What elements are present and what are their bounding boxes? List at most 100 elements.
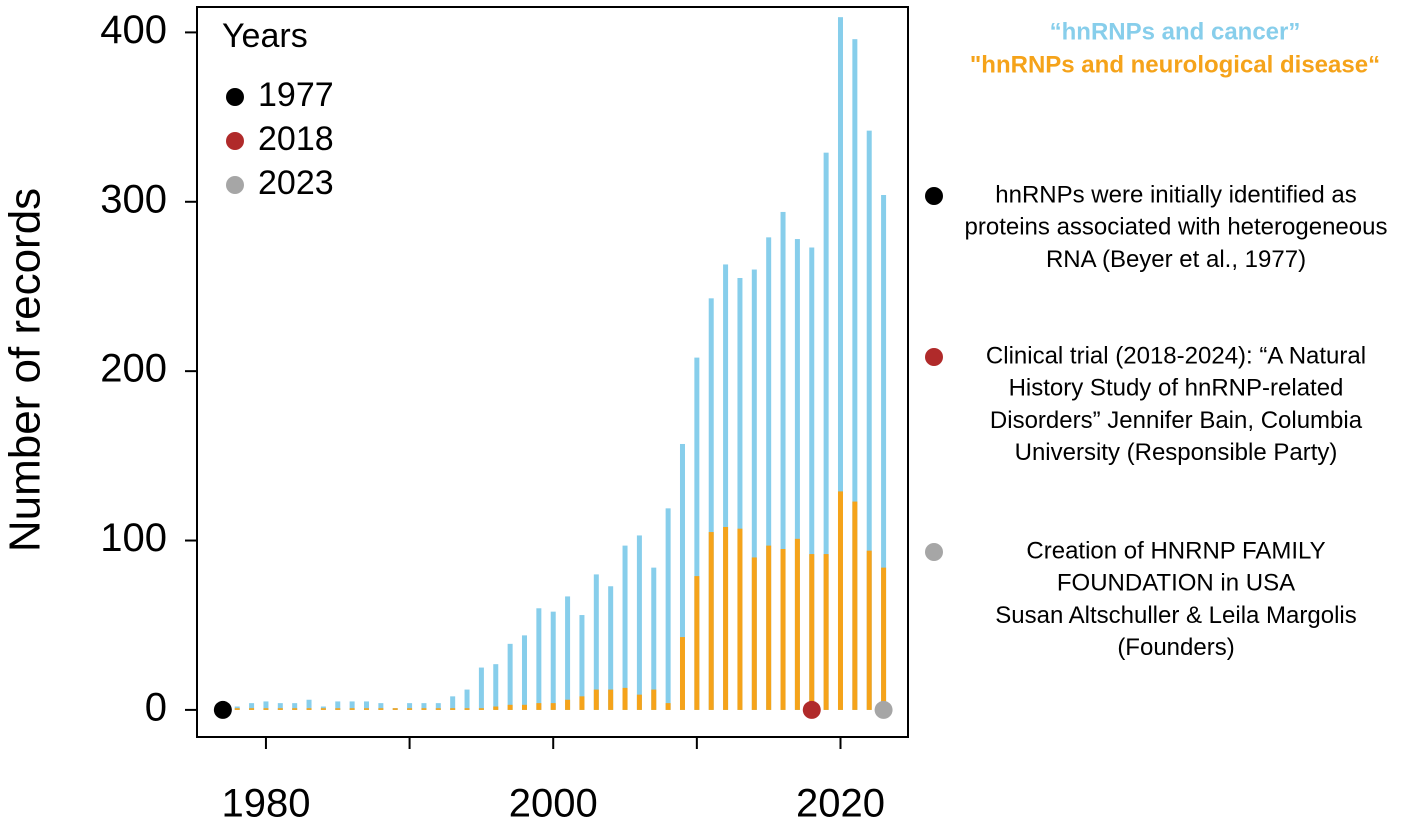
bar (378, 708, 384, 710)
bar (881, 567, 887, 710)
bar (694, 357, 700, 710)
y-tick-label: 300 (100, 177, 167, 221)
bar (507, 643, 513, 710)
bar (378, 703, 384, 710)
bar (421, 703, 427, 710)
bar (608, 689, 614, 710)
y-tick-label: 0 (145, 685, 167, 729)
bar (363, 701, 369, 710)
bar (493, 664, 499, 710)
annotation-text: Disorders” Jennifer Bain, Columbia (990, 407, 1363, 434)
legend-marker (226, 132, 244, 150)
bar (708, 532, 714, 710)
bar (837, 17, 843, 710)
bar (665, 703, 671, 710)
bar (608, 586, 614, 710)
bar (866, 130, 872, 710)
bar (852, 501, 858, 710)
bar (292, 708, 298, 710)
bar (780, 211, 786, 710)
y-tick-label: 400 (100, 8, 167, 52)
bar (306, 699, 312, 710)
bar (392, 708, 398, 710)
bar (277, 708, 283, 710)
annotation-marker (925, 543, 943, 561)
bar (622, 687, 628, 710)
bar (751, 557, 757, 710)
annotation-marker (925, 348, 943, 366)
y-axis-label: Number of records (1, 188, 50, 552)
bar (320, 708, 326, 710)
bar (579, 696, 585, 710)
bar (636, 694, 642, 710)
bar (249, 708, 255, 710)
bar (766, 237, 772, 710)
annotation-text: Susan Altschuller & Leila Margolis (995, 602, 1357, 629)
bar (579, 615, 585, 710)
legend-label: 2018 (258, 120, 334, 158)
bar (263, 708, 269, 710)
x-tick-label: 2020 (796, 782, 885, 826)
bar (349, 708, 355, 710)
bar (823, 152, 829, 710)
bar (277, 703, 283, 710)
bar (565, 699, 571, 710)
event-marker (874, 700, 893, 719)
annotation-text: hnRNPs were initially identified as (995, 181, 1357, 208)
bar (809, 554, 815, 710)
event-marker (802, 700, 821, 719)
bar (809, 247, 815, 710)
annotation-text: RNA (Beyer et al., 1977) (1046, 246, 1306, 273)
bar (651, 567, 657, 710)
annotation-text: Creation of HNRNP FAMILY (1026, 537, 1325, 564)
series-legend-label: “hnRNPs and cancer” (1050, 18, 1301, 45)
legend-title: Years (222, 17, 308, 55)
annotation-text: (Founders) (1117, 634, 1234, 661)
series-legend-label: "hnRNPs and neurological disease“ (970, 51, 1380, 78)
bar (249, 703, 255, 710)
bar (335, 708, 341, 710)
bar (306, 708, 312, 710)
bar (435, 708, 441, 710)
bar (723, 526, 729, 710)
bar (766, 545, 772, 710)
bar (881, 195, 887, 710)
bar (335, 701, 341, 710)
event-marker (213, 700, 232, 719)
bar (435, 703, 441, 710)
legend-label: 2023 (258, 164, 334, 202)
bar (234, 708, 240, 710)
x-tick-label: 2000 (509, 782, 598, 826)
bar (407, 703, 413, 710)
bar (493, 706, 499, 710)
bar (737, 277, 743, 710)
bar (780, 548, 786, 710)
bar (723, 264, 729, 710)
legend-label: 1977 (258, 76, 334, 114)
bar (521, 704, 527, 710)
bar (507, 704, 513, 710)
annotation-text: University (Responsible Party) (1015, 439, 1338, 466)
bar (536, 703, 542, 710)
bar (651, 689, 657, 710)
bar (665, 508, 671, 710)
legend-marker (226, 176, 244, 194)
bar (349, 701, 355, 710)
bar (478, 708, 484, 710)
bar (852, 39, 858, 710)
x-tick-label: 1980 (221, 782, 310, 826)
bar (550, 703, 556, 710)
bar (450, 708, 456, 710)
bar (837, 491, 843, 710)
bar (464, 689, 470, 710)
y-tick-label: 200 (100, 347, 167, 391)
legend-marker (226, 88, 244, 106)
annotation-text: FOUNDATION in USA (1057, 570, 1295, 597)
bar (565, 596, 571, 710)
bar (794, 239, 800, 710)
annotation-text: Clinical trial (2018-2024): “A Natural (986, 342, 1366, 369)
bar (794, 538, 800, 710)
bar (866, 550, 872, 710)
annotation-marker (925, 187, 943, 205)
bar (421, 708, 427, 710)
